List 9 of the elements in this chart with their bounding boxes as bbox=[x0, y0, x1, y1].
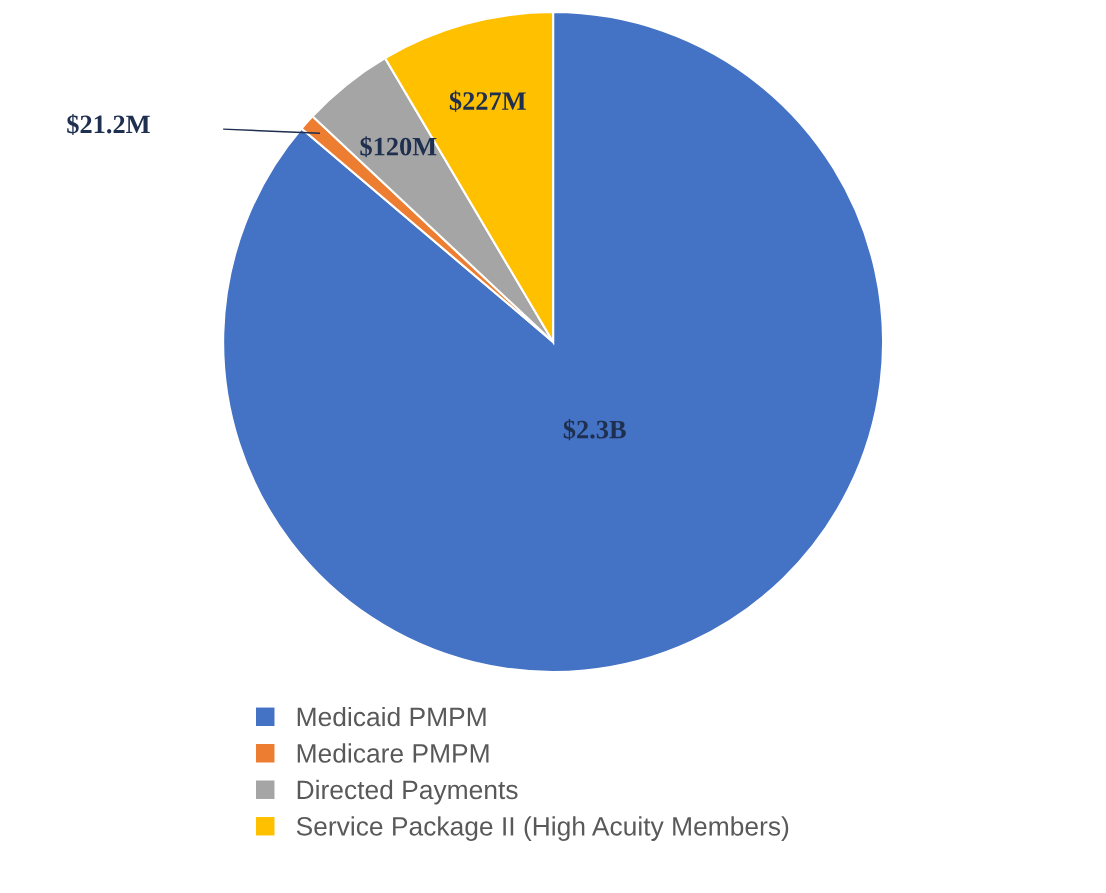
data-label: $120M bbox=[360, 136, 437, 158]
legend-label: Medicare PMPM bbox=[297, 743, 489, 763]
legend-label: Medicaid PMPM bbox=[297, 706, 486, 727]
data-label: $2.3B bbox=[563, 419, 626, 441]
legend-label: Service Package II (High Acuity Members) bbox=[296, 816, 789, 841]
pie-slice bbox=[222, 11, 885, 673]
legend-label: Directed Payments bbox=[297, 779, 518, 805]
data-label: $21.2M bbox=[67, 113, 150, 136]
data-label: $227M bbox=[449, 90, 526, 112]
